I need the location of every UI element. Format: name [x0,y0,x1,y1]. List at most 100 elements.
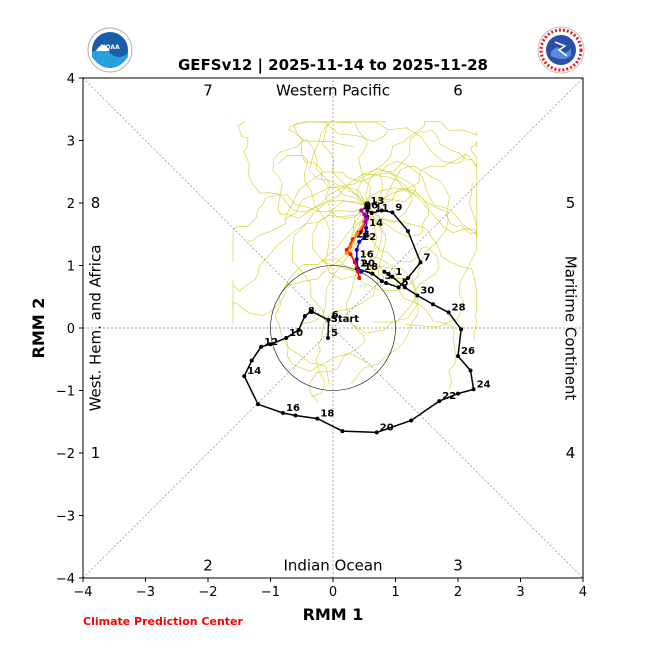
phase-label: 7 [203,82,213,100]
observed-day-label: 9 [395,202,402,213]
ensemble-mean-red-point [356,269,360,274]
history-day-label: 16 [286,403,300,414]
history-day-label: 14 [247,366,261,377]
ensemble-mean-blue-point [354,247,359,252]
history-day-label: 10 [289,328,303,339]
ensemble-mean-orange-point [348,244,353,249]
phase-label: 3 [453,557,463,575]
ensemble-member-line [356,121,478,207]
ensemble-member-line [311,200,418,323]
history-point [446,310,451,315]
observed-point [390,210,395,215]
x-tick-label: −2 [198,585,217,600]
ensemble-mean-blue-day-label: 18 [364,262,378,273]
ensemble-member-line [365,129,478,207]
history-point [471,387,476,392]
y-tick-label: 0 [67,322,75,337]
observed-point [370,271,375,276]
y-tick-label: −3 [56,510,75,525]
history-point [415,293,420,298]
history-line [243,271,475,434]
history-day-label: 12 [264,337,278,348]
ensemble-mean-blue-point [359,269,364,274]
history-day-label: 22 [442,391,456,402]
ensemble-mean-purple-point [363,219,368,224]
history-point [459,327,464,332]
ensemble-mean-blue-day-label: 22 [362,232,376,243]
ensemble-member-line [310,206,386,398]
history-point [281,411,285,415]
history-point [437,399,442,404]
history-point [431,302,435,307]
history-point [326,317,331,322]
x-tick-label: 4 [579,585,587,600]
ensemble-mean-blue-point [364,226,369,230]
ensemble-mean-purple-day-label: 26 [364,201,378,212]
history-point [302,314,307,319]
phase-label: 8 [91,194,101,212]
history-day-label: 26 [461,346,475,357]
history-point [309,309,314,314]
observed-point [369,211,374,215]
ensemble-mean-blue-point [362,235,367,240]
ensemble-member-line [367,187,478,328]
region-label-top: Western Pacific [276,82,390,100]
x-axis-label: RMM 1 [303,605,364,624]
observed-point [396,285,401,290]
observed-point [379,208,384,213]
ensemble-mean-blue-point [357,239,362,244]
observed-point [384,281,389,285]
ensemble-member-line [291,172,417,324]
history-day-label: 8 [308,306,315,317]
observed-day-label: 5 [402,277,409,288]
history-point [468,368,473,373]
x-tick-label: 3 [516,585,524,600]
ensemble-mean-blue-day-label: 20 [361,259,375,270]
ensemble-member-line [367,205,478,341]
chart-title: GEFSv12 | 2025-11-14 to 2025-11-28 [178,56,488,75]
ensemble-mean-purple-point [359,208,364,213]
x-tick-label: −3 [136,585,155,600]
start-label: Start [331,314,360,325]
ensemble-member-line [322,121,386,207]
history-point [382,269,387,274]
ensemble-mean-red-point [365,216,370,221]
phase-label: 6 [453,82,463,100]
ensemble-mean-blue-day-label: 14 [369,218,383,229]
history-point [293,413,298,418]
noaa-logo: NOAA [87,27,133,73]
history-point [456,354,460,359]
ensemble-mean-orange-point [344,251,349,255]
history-day-label: 18 [320,409,334,420]
region-label-bottom: Indian Ocean [283,557,382,575]
observed-day-label: 11 [375,203,389,214]
history-day-label: 20 [380,422,394,433]
observed-day-label: 7 [424,252,431,263]
y-tick-label: −1 [56,385,75,400]
ensemble-mean-orange-point [354,232,359,237]
ensemble-member-line [272,140,368,219]
ensemble-member-line [320,188,449,291]
ensemble-member-line [247,171,413,242]
credit-text: Climate Prediction Center [83,615,243,628]
history-point [315,416,320,421]
observed-day-label: 1 [360,259,367,270]
history-point [402,285,407,290]
y-tick-label: 2 [67,197,75,212]
history-point [340,429,345,434]
ensemble-member-line [232,194,368,263]
ensemble-member-line [278,154,383,280]
history-day-label: 1 [395,267,402,278]
history-day-label: 24 [477,379,491,390]
y-tick-label: 4 [67,72,75,87]
history-point [268,342,273,347]
phase-label: 5 [566,194,576,212]
observed-point [406,229,410,234]
ensemble-member-line [352,205,456,390]
ensemble-mean-red-day-label: 24 [356,229,370,240]
phase-label: 1 [91,444,101,462]
ensemble-member-line [367,141,478,207]
ensemble-member-line [232,205,368,309]
history-point [284,336,289,340]
ensemble-member-line [353,121,467,207]
